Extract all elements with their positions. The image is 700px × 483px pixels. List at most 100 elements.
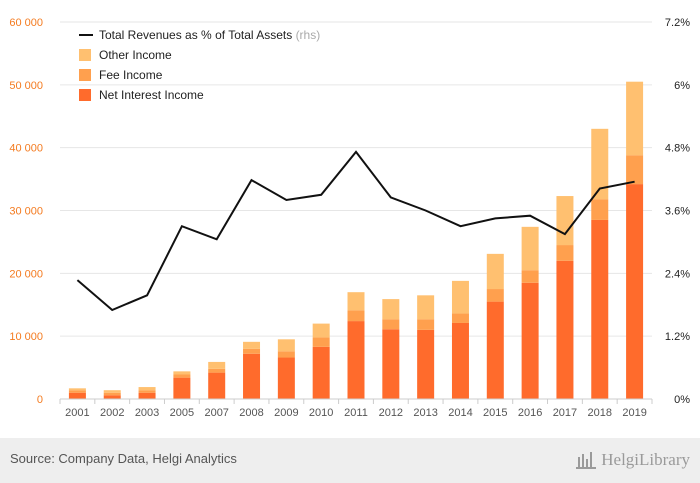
y2-tick-label: 3.6% [665, 206, 690, 218]
helgi-library-logo[interactable]: HelgiLibrary [575, 448, 690, 472]
y-tick-label: 0 [37, 394, 43, 406]
y2-tick-label: 7.2% [665, 17, 690, 29]
bar-segment [138, 392, 156, 399]
bar-segment [486, 253, 504, 290]
x-tick-label: 2009 [274, 407, 298, 419]
source-note: Source: Company Data, Helgi Analytics [10, 451, 237, 466]
y-tick-label: 50 000 [9, 80, 43, 92]
x-tick-label: 2016 [518, 407, 542, 419]
legend: Total Revenues as % of Total Assets (rhs… [79, 28, 320, 102]
x-tick-label: 2013 [413, 407, 437, 419]
bar-segment [103, 390, 121, 393]
bar-segment [208, 368, 226, 373]
bar-segment [451, 322, 469, 399]
y2-tick-label: 6% [674, 80, 690, 92]
footer: Source: Company Data, Helgi Analytics He… [0, 438, 700, 483]
bar-segment [382, 329, 400, 399]
bar-segment [451, 280, 469, 314]
x-tick-label: 2003 [135, 407, 159, 419]
bar-segment [556, 260, 574, 399]
revenue-ratio-line [76, 150, 635, 312]
chart-canvas: 0 10 000 20 000 30 000 40 000 50 000 60 000 0%… [9, 17, 690, 419]
y-tick-label: 20 000 [9, 268, 43, 280]
bars [68, 81, 644, 399]
bar-segment [591, 219, 609, 399]
legend-label: Total Revenues as % of Total Assets (rhs… [99, 28, 320, 42]
bar-segment [382, 299, 400, 320]
bar-segment [68, 392, 86, 399]
x-tick-label: 2007 [204, 407, 228, 419]
x-tick-label: 2014 [448, 407, 472, 419]
y2-tick-label: 1.2% [665, 331, 690, 343]
bar-segment [103, 395, 121, 399]
bar-segment [68, 388, 86, 391]
bar-segment [451, 313, 469, 323]
bar-segment [243, 341, 261, 349]
bar-segment [138, 390, 156, 393]
x-tick-label: 2017 [553, 407, 577, 419]
bar-segment [591, 128, 609, 200]
bar-segment [312, 346, 330, 399]
y-tick-label: 10 000 [9, 331, 43, 343]
bar-segment [347, 292, 365, 311]
x-tick-label: 2005 [170, 407, 194, 419]
bar-segment [626, 155, 644, 185]
bar-segment [243, 353, 261, 399]
bar-segment [208, 361, 226, 369]
x-tick-label: 2010 [309, 407, 333, 419]
x-tick-label: 2001 [65, 407, 89, 419]
y-tick-label: 30 000 [9, 206, 43, 218]
bar-segment [277, 357, 295, 399]
bar-segment [591, 199, 609, 220]
bar-segment [417, 329, 435, 399]
y-tick-label: 40 000 [9, 143, 43, 155]
x-tick-label: 2008 [239, 407, 263, 419]
x-tick-label: 2018 [588, 407, 612, 419]
bar-segment [417, 319, 435, 330]
bar-segment [277, 339, 295, 352]
legend-rhs-note: (rhs) [296, 28, 321, 42]
bar-segment [68, 390, 86, 393]
x-tick-label: 2015 [483, 407, 507, 419]
bar-segment [173, 371, 191, 375]
logo-text: HelgiLibrary [601, 450, 690, 469]
y-axis-right: 0% 1.2% 2.4% 3.6% 4.8% 6% 7.2% [665, 17, 690, 406]
y-axis-left: 0 10 000 20 000 30 000 40 000 50 000 60 000 [9, 17, 43, 406]
bar-segment [556, 245, 574, 261]
bar-segment [486, 301, 504, 399]
bar-segment [521, 282, 539, 399]
legend-swatch [79, 69, 91, 81]
legend-label: Net Interest Income [99, 88, 204, 102]
bar-segment [208, 372, 226, 399]
y2-tick-label: 2.4% [665, 268, 690, 280]
legend-swatch [79, 49, 91, 61]
bar-segment [347, 310, 365, 322]
bar-segment [486, 289, 504, 302]
legend-label: Fee Income [99, 68, 163, 82]
bar-segment [243, 348, 261, 354]
x-tick-label: 2019 [622, 407, 646, 419]
bar-segment [626, 184, 644, 399]
legend-label: Other Income [99, 48, 172, 62]
bar-segment [417, 295, 435, 320]
bar-segment [173, 377, 191, 399]
bar-segment [521, 270, 539, 283]
y2-tick-label: 0% [674, 394, 690, 406]
x-tick-label: 2011 [344, 407, 368, 419]
line-series-path [76, 150, 635, 312]
x-axis: 2001 2002 2003 2005 2007 2008 2009 2010 2011 2012… [59, 398, 653, 419]
x-tick-label: 2002 [100, 407, 124, 419]
bar-segment [312, 323, 330, 338]
bar-segment [382, 319, 400, 330]
y-tick-label: 60 000 [9, 17, 43, 29]
legend-swatch [79, 89, 91, 101]
bar-segment [347, 321, 365, 399]
bar-segment [521, 226, 539, 271]
bar-segment [173, 374, 191, 378]
x-tick-label: 2012 [379, 407, 403, 419]
bar-segment [103, 392, 121, 396]
library-building-icon [576, 452, 597, 469]
bar-segment [277, 351, 295, 358]
bar-segment [626, 81, 644, 156]
y2-tick-label: 4.8% [665, 143, 690, 155]
